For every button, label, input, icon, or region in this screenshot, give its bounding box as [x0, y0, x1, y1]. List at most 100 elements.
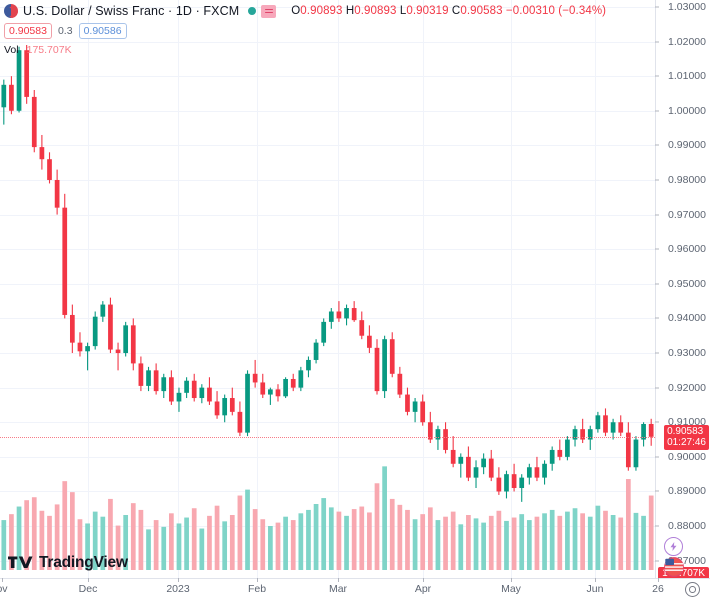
ohlc-high-key: H — [345, 5, 355, 17]
usd-chf-flag-icon — [4, 4, 18, 18]
indicator-legend-row: 0.90583 0.3 0.90586 — [4, 23, 606, 39]
price-axis-tick: 0.89000 — [668, 485, 706, 498]
gridline — [0, 318, 655, 320]
time-axis-tickmark — [595, 578, 596, 582]
price-axis-tickmark — [655, 179, 659, 181]
price-axis-tick: 0.88000 — [668, 520, 706, 533]
market-open-dot-icon[interactable] — [248, 7, 257, 15]
tradingview-logo-icon — [8, 556, 33, 569]
price-pill-high[interactable]: 0.90586 — [78, 23, 127, 39]
gridline — [0, 179, 655, 181]
gridline — [0, 145, 655, 147]
gridline — [0, 76, 655, 78]
ohlc-change-percent: (−0.34%) — [558, 5, 607, 17]
time-axis-tick: May — [501, 583, 521, 595]
gridline — [0, 6, 655, 8]
ohlc-low-value: 0.90319 — [406, 5, 449, 17]
symbol-title-row[interactable]: U.S. Dollar / Swiss Franc · 1D · FXCM O 0… — [4, 3, 606, 19]
price-axis-tick: 1.02000 — [668, 35, 706, 48]
indicator-param: 0.3 — [57, 25, 73, 37]
price-axis-tick: 1.00000 — [668, 104, 706, 117]
price-axis-tickmark — [655, 248, 659, 250]
price-axis-tick: 0.92000 — [668, 381, 706, 394]
gridline — [0, 456, 655, 458]
ohlc-close-key: C — [451, 5, 461, 17]
gridline-vertical — [511, 0, 512, 578]
time-axis-tick: Dec — [78, 583, 98, 595]
price-axis-tick: 0.96000 — [668, 243, 706, 256]
time-axis-tick: 2023 — [166, 583, 190, 595]
gridline-vertical — [88, 0, 89, 578]
time-axis-tick: 26 — [652, 583, 664, 595]
time-axis-tick: Feb — [247, 583, 267, 595]
gridline — [0, 422, 655, 424]
current-price-value: 0.90583 — [667, 425, 704, 437]
lightning-bolt-icon[interactable] — [664, 537, 683, 556]
current-price-badge[interactable]: 0.90583 01:27:46 — [664, 424, 709, 450]
time-axis-tick: Mar — [328, 583, 348, 595]
time-axis[interactable]: ov Dec 2023 Feb Mar Apr May Jun 26 — [0, 578, 710, 600]
time-axis-tick: Jun — [586, 583, 604, 595]
price-axis-tickmark — [655, 6, 659, 8]
ohlc-high-value: 0.90893 — [354, 5, 397, 17]
price-axis-tick: 0.97000 — [668, 208, 706, 221]
ohlc-close-value: 0.90583 — [460, 5, 503, 17]
page-title[interactable]: U.S. Dollar / Swiss Franc · 1D · FXCM — [23, 4, 240, 18]
gridline — [0, 110, 655, 112]
clock-icon[interactable] — [685, 582, 700, 597]
price-axis-tickmark — [655, 421, 659, 423]
gridline-vertical — [423, 0, 424, 578]
price-axis-tickmark — [655, 41, 659, 43]
gridline — [0, 387, 655, 389]
time-axis-tickmark — [2, 578, 3, 582]
price-axis-tickmark — [655, 490, 659, 492]
flag-globe-glyph — [664, 557, 684, 577]
ohlc-change: −0.00310 — [505, 5, 555, 17]
price-axis-tick: 0.95000 — [668, 277, 706, 290]
time-axis-tick: ov — [0, 583, 8, 595]
us-flag-globe-icon[interactable] — [663, 556, 685, 578]
ohlc-open-key: O — [291, 5, 301, 17]
price-axis-tickmark — [655, 525, 659, 527]
gridline-vertical — [338, 0, 339, 578]
time-axis-tickmark — [338, 578, 339, 582]
bar-countdown: 01:27:46 — [667, 437, 706, 449]
price-axis-tick: 1.01000 — [668, 70, 706, 83]
ohlc-low-key: L — [399, 5, 407, 17]
time-axis-tick: Apr — [414, 583, 432, 595]
gridline — [0, 214, 655, 216]
current-price-line — [0, 436, 655, 438]
price-axis-tick: 0.93000 — [668, 347, 706, 360]
bolt-glyph — [670, 542, 677, 551]
volume-histogram — [1, 466, 654, 570]
price-axis-tickmark — [655, 317, 659, 319]
price-axis-tick: 1.03000 — [668, 0, 706, 13]
volume-value: 175.707K — [26, 44, 72, 56]
price-axis-tickmark — [655, 144, 659, 146]
price-axis-tickmark — [655, 387, 659, 389]
price-axis-tick: 0.94000 — [668, 312, 706, 325]
gridline — [0, 526, 655, 528]
gridline — [0, 41, 655, 43]
ohlc-values: O0.90893 H0.90893 L0.90319 C0.90583 −0.0… — [291, 5, 606, 17]
time-axis-tickmark — [423, 578, 424, 582]
volume-legend-row[interactable]: Vol 175.707K — [4, 43, 606, 57]
chart-style-badge-icon[interactable] — [261, 4, 277, 18]
gridline-vertical — [257, 0, 258, 578]
candlestick-series — [1, 44, 654, 502]
price-axis-tickmark — [655, 283, 659, 285]
price-axis-tick: 0.90000 — [668, 450, 706, 463]
price-axis-tickmark — [655, 456, 659, 458]
gridline — [0, 560, 655, 562]
time-axis-tickmark — [511, 578, 512, 582]
price-axis-tickmark — [655, 110, 659, 112]
price-axis[interactable]: 1.03000 1.02000 1.01000 1.00000 0.99000 0.980… — [655, 0, 710, 581]
price-axis-tick: 0.98000 — [668, 173, 706, 186]
tradingview-watermark: TradingView — [8, 554, 128, 572]
chart-plot-area[interactable] — [0, 0, 655, 578]
price-pill-low[interactable]: 0.90583 — [4, 23, 52, 39]
chart-legend: U.S. Dollar / Swiss Franc · 1D · FXCM O 0… — [0, 0, 606, 57]
volume-label: Vol — [4, 44, 19, 56]
price-axis-tickmark — [655, 560, 659, 562]
